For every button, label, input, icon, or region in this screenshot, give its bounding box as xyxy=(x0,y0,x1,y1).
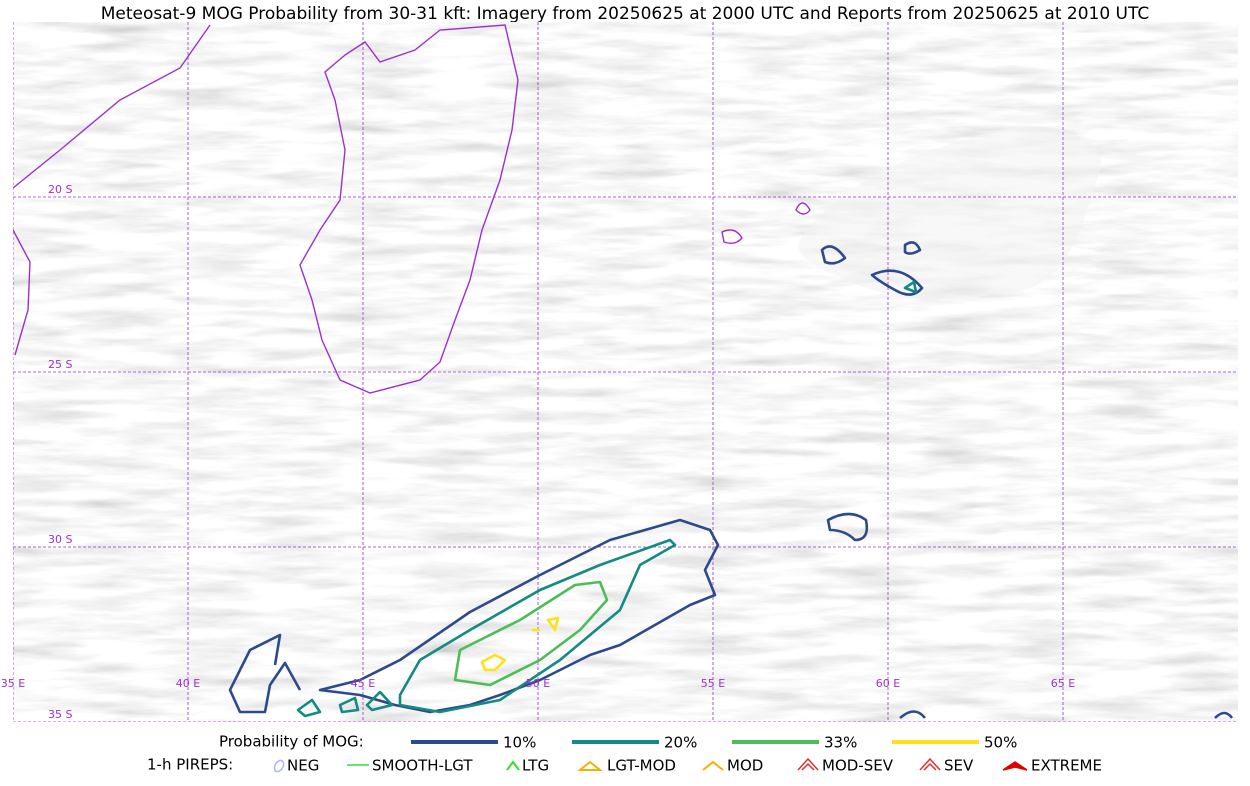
contour-10 xyxy=(228,633,302,714)
contour-20 xyxy=(338,696,360,714)
legend-label: 20% xyxy=(664,734,697,752)
icon-ltg xyxy=(506,760,520,771)
legend-label: SMOOTH-LGT xyxy=(372,757,473,775)
contour-50 xyxy=(546,616,560,632)
legend-levels: 10% 20% 33% 50% xyxy=(411,734,1017,752)
icon-sev xyxy=(919,757,941,771)
contour-10 xyxy=(1214,711,1234,719)
lat-label: 25 S xyxy=(48,358,72,371)
icon-mod-sev xyxy=(797,757,819,771)
legend-label: 10% xyxy=(503,734,536,752)
contour-33 xyxy=(453,580,609,687)
contour-20 xyxy=(365,690,394,712)
graticule-labels: 35 E 40 E 45 E 50 E 55 E 60 E 65 E 20 S 25 S 30 S… xyxy=(1,183,1075,721)
island xyxy=(721,229,743,245)
legend-label: SEV xyxy=(944,757,974,775)
cloud-band xyxy=(798,127,1102,298)
title: Meteosat-9 MOG Probability from 30-31 kf… xyxy=(101,4,1150,24)
legend-label: LTG xyxy=(522,757,549,775)
icon-lgt-mod xyxy=(577,760,603,771)
legend-label: 50% xyxy=(984,734,1017,752)
contour-20 xyxy=(903,280,918,294)
contour-10 xyxy=(903,241,922,255)
coastline xyxy=(13,229,31,356)
lat-label: 35 S xyxy=(48,708,72,721)
lon-label: 40 E xyxy=(176,677,200,690)
legend-title: 1-h PIREPS: xyxy=(147,756,233,774)
legend-label: NEG xyxy=(287,757,319,775)
coastline xyxy=(13,24,211,189)
coastline xyxy=(299,24,519,394)
lon-label: 65 E xyxy=(1051,677,1075,690)
icon-neg xyxy=(273,759,285,773)
lon-label: 55 E xyxy=(701,677,725,690)
lon-label: 50 E xyxy=(526,677,550,690)
legend-label: MOD-SEV xyxy=(822,757,894,775)
contour-50 xyxy=(480,653,507,672)
legend-label: EXTREME xyxy=(1031,757,1102,775)
icon-mod xyxy=(702,760,724,771)
island xyxy=(795,202,811,215)
lon-label: 35 E xyxy=(1,677,25,690)
lon-label: 60 E xyxy=(876,677,900,690)
graticule xyxy=(13,22,1238,722)
lon-label: 45 E xyxy=(351,677,375,690)
map xyxy=(13,22,1238,722)
pirep-icons xyxy=(273,757,1028,773)
contour-10 xyxy=(318,518,720,714)
legend-label: MOD xyxy=(727,757,763,775)
icon-extreme xyxy=(1002,761,1028,771)
legend-label: LGT-MOD xyxy=(607,757,676,775)
contour-20 xyxy=(398,538,677,714)
contour-10 xyxy=(820,245,847,265)
contour-20 xyxy=(296,698,322,718)
contour-10 xyxy=(826,512,869,542)
legend-label: 33% xyxy=(824,734,857,752)
contour-10 xyxy=(899,710,927,720)
legend-title: Probability of MOG: xyxy=(219,733,364,751)
lat-label: 20 S xyxy=(48,183,72,196)
lat-label: 30 S xyxy=(48,533,72,546)
contour-10 xyxy=(870,269,924,296)
